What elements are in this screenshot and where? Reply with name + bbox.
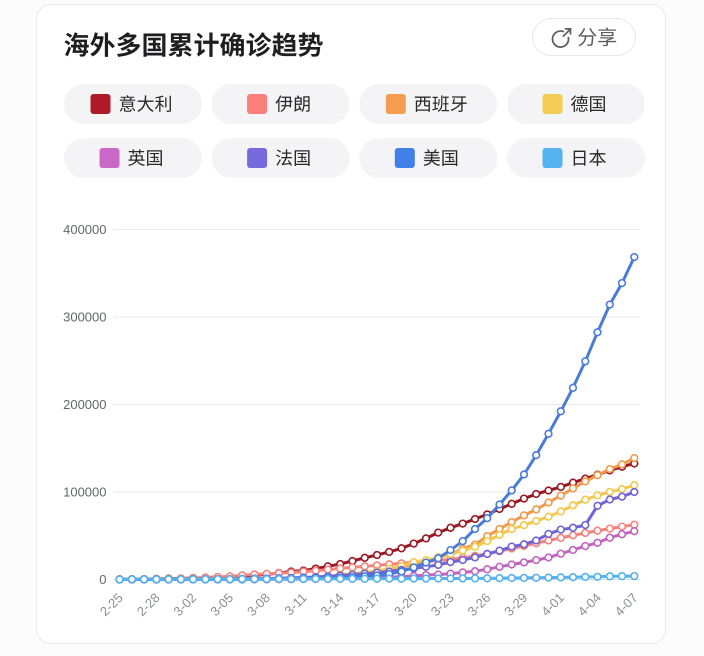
svg-text:400000: 400000 xyxy=(63,222,106,237)
svg-text:0: 0 xyxy=(99,572,106,587)
svg-text:100000: 100000 xyxy=(63,485,106,500)
svg-text:200000: 200000 xyxy=(63,397,106,412)
svg-text:300000: 300000 xyxy=(63,310,106,325)
